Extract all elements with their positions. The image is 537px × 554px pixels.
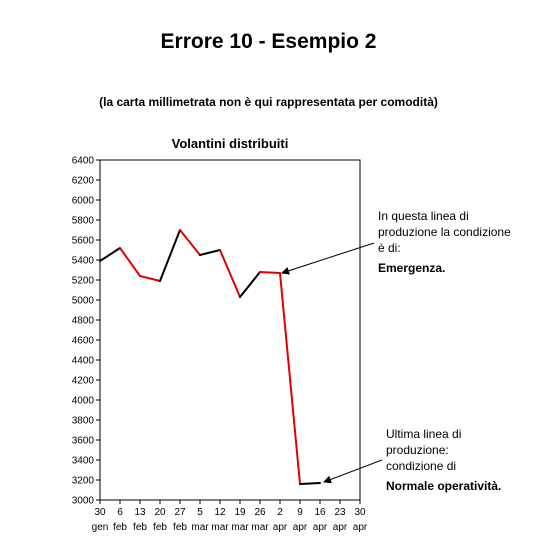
annotation-emergency: In questa linea di produzione la condizi… [378,208,511,276]
y-tick-label: 5600 [72,236,95,247]
x-tick-label: 26 [254,507,266,518]
series-segment [99,247,121,262]
plot-frame [99,159,361,501]
series-segment [159,229,181,282]
series-segment [199,249,221,256]
x-tick-label: feb [173,522,187,533]
series-segment [259,271,281,274]
y-tick-label: 3600 [72,436,95,447]
annotation-line: produzione la condizione [378,225,511,239]
annotation-arrow [281,242,375,275]
x-tick-label: apr [293,522,308,533]
page-title: Errore 10 - Esempio 2 [160,30,377,53]
y-tick-label: 5800 [72,216,95,227]
x-tick-label: 20 [154,507,166,518]
y-tick-label: 3400 [72,456,95,467]
x-tick-label: 2 [277,507,283,518]
series-segment [219,249,241,298]
annotation-arrow [323,459,383,484]
x-tick-label: 30 [94,507,106,518]
x-tick-label: 13 [134,507,146,518]
x-tick-label: 23 [334,507,346,518]
annotation-line: produzione: [386,443,449,457]
x-tick-label: 9 [297,507,303,518]
series-segment [139,275,161,282]
annotation-line: condizione di [386,459,457,473]
y-tick-label: 3000 [72,496,95,507]
x-tick-label: mar [211,522,229,533]
x-tick-label: 27 [174,507,186,518]
x-tick-label: feb [113,522,127,533]
x-tick-label: apr [313,522,328,533]
y-tick-label: 6000 [72,196,95,207]
y-tick-label: 4600 [72,336,95,347]
x-tick-label: 16 [314,507,326,518]
x-tick-label: 6 [117,507,123,518]
y-tick-label: 6400 [72,156,95,167]
x-tick-label: 30 [354,507,366,518]
y-tick-label: 4400 [72,356,95,367]
x-tick-label: 5 [197,507,203,518]
x-tick-label: apr [333,522,348,533]
y-tick-label: 5200 [72,276,95,287]
annotation-line: In questa linea di [378,209,469,223]
x-tick-label: 12 [214,507,226,518]
chart-title: Volantini distribuiti [171,136,289,151]
annotation-line: è di: [378,241,401,255]
y-tick-label: 4800 [72,316,95,327]
y-tick-label: 3800 [72,416,95,427]
x-tick-label: mar [251,522,269,533]
y-tick-label: 5400 [72,256,95,267]
series-segment [279,272,301,485]
series-segment [119,247,141,277]
x-tick-label: feb [133,522,147,533]
x-tick-label: apr [353,522,368,533]
annotation-emphasis: Emergenza. [378,261,446,275]
annotation-line: Ultima linea di [386,427,462,441]
x-tick-label: mar [191,522,209,533]
series-segment [179,229,201,256]
x-tick-label: feb [153,522,167,533]
x-tick-label: apr [273,522,288,533]
y-tick-label: 4000 [72,396,95,407]
y-tick-label: 5000 [72,296,95,307]
y-tick-label: 4200 [72,376,95,387]
y-tick-label: 3200 [72,476,95,487]
annotation-normal: Ultima linea di produzione: condizione d… [386,426,501,494]
annotation-emphasis: Normale operatività. [386,479,502,493]
x-tick-label: 19 [234,507,246,518]
series-segment [299,482,321,485]
page-subtitle: (la carta millimetrata non è qui rappres… [99,95,438,109]
x-tick-label: gen [92,522,109,533]
x-tick-label: mar [231,522,249,533]
series-segment [239,271,261,298]
y-tick-label: 6200 [72,176,95,187]
